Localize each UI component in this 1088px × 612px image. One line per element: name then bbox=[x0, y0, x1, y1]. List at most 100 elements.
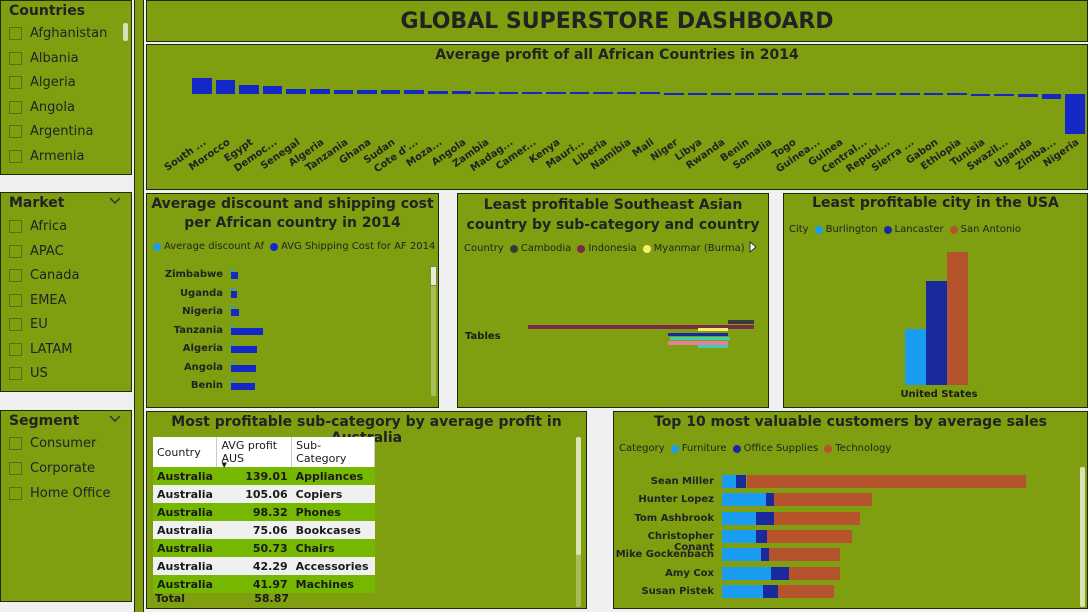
column-header[interactable]: AVG profit AUS ▼ bbox=[216, 437, 293, 469]
bar[interactable] bbox=[310, 89, 330, 94]
bar-shipping[interactable] bbox=[231, 290, 238, 298]
stacked-bar-segment[interactable] bbox=[756, 511, 774, 525]
bar[interactable] bbox=[215, 80, 236, 94]
scrollbar[interactable] bbox=[1080, 467, 1085, 607]
stacked-bar-segment[interactable] bbox=[771, 566, 789, 580]
scroll-thumb[interactable] bbox=[430, 266, 437, 286]
stacked-bar-segment[interactable] bbox=[756, 529, 768, 543]
bar[interactable] bbox=[664, 93, 684, 95]
slicer-option[interactable]: LATAM bbox=[9, 342, 72, 357]
checkbox[interactable] bbox=[9, 125, 22, 138]
australia-table-panel[interactable]: Most profitable sub-category by average … bbox=[146, 411, 587, 609]
slicer-option[interactable]: APAC bbox=[9, 244, 64, 259]
column-header[interactable]: Country bbox=[153, 437, 218, 467]
bar-indonesia[interactable] bbox=[528, 325, 754, 329]
bar[interactable] bbox=[498, 92, 519, 94]
table-row[interactable]: Australia 42.29 Accessories bbox=[153, 557, 375, 575]
bar[interactable] bbox=[947, 93, 967, 95]
stacked-bar-segment[interactable] bbox=[767, 529, 853, 543]
stacked-bar-segment[interactable] bbox=[761, 548, 770, 562]
checkbox[interactable] bbox=[9, 244, 22, 258]
bar[interactable] bbox=[852, 93, 873, 95]
stacked-bar-segment[interactable] bbox=[766, 493, 774, 507]
usa-city-chart[interactable]: Least profitable city in the USA City Bu… bbox=[783, 193, 1088, 408]
bar[interactable] bbox=[522, 92, 542, 94]
stacked-bar-segment[interactable] bbox=[769, 548, 840, 562]
checkbox[interactable] bbox=[9, 149, 22, 163]
bar-series[interactable] bbox=[668, 341, 728, 345]
slicer-option[interactable]: Armenia bbox=[9, 149, 85, 164]
bar[interactable] bbox=[475, 92, 495, 94]
bar[interactable] bbox=[404, 90, 424, 94]
slicer-option[interactable]: Algeria bbox=[9, 75, 76, 90]
bar[interactable] bbox=[926, 281, 947, 385]
bar-shipping[interactable] bbox=[231, 272, 239, 279]
bar[interactable] bbox=[640, 92, 660, 94]
sea-chart[interactable]: Least profitable Southeast Asian country… bbox=[457, 193, 769, 408]
bar-discount[interactable] bbox=[231, 287, 234, 290]
stacked-bar-segment[interactable] bbox=[773, 493, 872, 507]
bar-discount[interactable] bbox=[231, 361, 234, 364]
checkbox[interactable] bbox=[9, 269, 22, 282]
chevron-down-icon[interactable] bbox=[109, 415, 121, 423]
bar[interactable] bbox=[687, 93, 708, 95]
bar[interactable] bbox=[546, 92, 566, 94]
checkbox[interactable] bbox=[9, 293, 22, 307]
sort-desc-icon[interactable]: ▼ bbox=[221, 461, 227, 469]
bar[interactable] bbox=[1041, 94, 1062, 99]
bar[interactable] bbox=[876, 93, 896, 95]
bar-discount[interactable] bbox=[231, 269, 234, 271]
slicer-option[interactable]: Africa bbox=[9, 219, 67, 234]
chevron-down-icon[interactable] bbox=[109, 197, 121, 205]
bar-series[interactable] bbox=[698, 345, 728, 348]
checkbox[interactable] bbox=[9, 51, 22, 65]
checkbox[interactable] bbox=[9, 367, 22, 380]
bar[interactable] bbox=[380, 90, 401, 94]
bar[interactable] bbox=[900, 93, 920, 95]
stacked-bar-segment[interactable] bbox=[722, 548, 762, 562]
stacked-bar-segment[interactable] bbox=[735, 475, 747, 488]
bar-cambodia[interactable] bbox=[728, 320, 754, 324]
slicer-option[interactable]: EMEA bbox=[9, 293, 67, 308]
africa-profit-chart[interactable]: Average profit of all African Countries … bbox=[146, 44, 1088, 190]
bar-discount[interactable] bbox=[231, 306, 234, 308]
bar-shipping[interactable] bbox=[231, 346, 257, 353]
bar[interactable] bbox=[357, 90, 377, 94]
slicer-option[interactable]: Canada bbox=[9, 268, 79, 283]
bar[interactable] bbox=[994, 94, 1014, 96]
segment-slicer[interactable]: Segment Consumer Corporate Home Office bbox=[0, 410, 132, 602]
stacked-bar-segment[interactable] bbox=[763, 584, 778, 598]
bar[interactable] bbox=[923, 93, 944, 95]
bar-series[interactable] bbox=[670, 337, 730, 340]
bar[interactable] bbox=[829, 93, 849, 95]
stacked-bar-segment[interactable] bbox=[722, 511, 757, 525]
slicer-option[interactable]: EU bbox=[9, 317, 48, 332]
slicer-option[interactable]: Angola bbox=[9, 100, 75, 115]
bar-myanmar[interactable] bbox=[698, 328, 728, 331]
table-row[interactable]: Australia 41.97 Machines bbox=[153, 575, 375, 593]
checkbox[interactable] bbox=[9, 462, 22, 475]
bar-discount[interactable] bbox=[231, 343, 234, 345]
bar[interactable] bbox=[805, 93, 826, 95]
bar[interactable] bbox=[239, 85, 259, 94]
slicer-option[interactable]: US bbox=[9, 366, 48, 381]
bar-shipping[interactable] bbox=[231, 364, 256, 372]
table-row[interactable]: Australia 75.06 Bookcases bbox=[153, 521, 375, 539]
legend-next-icon[interactable] bbox=[748, 241, 758, 253]
table-row[interactable]: Australia 139.01 Appliances bbox=[153, 467, 375, 485]
bar-shipping[interactable] bbox=[231, 327, 263, 335]
column-header[interactable]: Sub-Category bbox=[291, 437, 375, 467]
stacked-bar-segment[interactable] bbox=[722, 566, 771, 580]
scroll-thumb[interactable] bbox=[576, 437, 581, 555]
checkbox[interactable] bbox=[9, 100, 22, 114]
bar[interactable] bbox=[970, 94, 991, 96]
slicer-option[interactable]: Argentina bbox=[9, 124, 93, 139]
table-row[interactable]: Australia 50.73 Chairs bbox=[153, 539, 375, 557]
slicer-option[interactable]: Home Office bbox=[9, 486, 110, 501]
bar[interactable] bbox=[616, 92, 637, 94]
bar-discount[interactable] bbox=[231, 324, 234, 327]
scrollbar[interactable] bbox=[431, 266, 436, 396]
bar[interactable] bbox=[286, 89, 306, 94]
slicer-option[interactable]: Consumer bbox=[9, 436, 96, 451]
bar[interactable] bbox=[428, 91, 448, 94]
